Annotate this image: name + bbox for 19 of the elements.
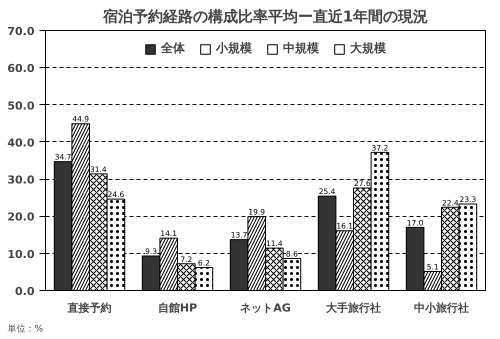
x-tick-label: 自館HP (158, 302, 198, 314)
y-tick-label: 50.0 (7, 99, 35, 112)
x-tick-label: 直接予約 (66, 302, 112, 314)
legend-label: 大規模 (350, 40, 386, 57)
text: 単位：% (8, 324, 44, 334)
y-tick-label: 60.0 (7, 62, 35, 76)
legend-label: 中規模 (283, 40, 319, 57)
y-tick-label: 10.0 (7, 248, 35, 261)
y-tick-label: 0.0 (15, 285, 35, 298)
x-tick-label: 中小旅行社 (414, 302, 469, 314)
y-tick-label: 20.0 (7, 210, 35, 224)
chart-title: 宿泊予約経路の構成比率平均ー直近1年間の現況 (102, 8, 428, 26)
legend-label: 全体 (161, 40, 185, 57)
x-tick-label: 大手旅行社 (326, 302, 381, 314)
y-tick-label: 30.0 (7, 174, 35, 187)
x-tick-label: ネットAG (240, 302, 291, 314)
legend-label: 小規模 (216, 40, 252, 57)
y-tick-label: 40.0 (7, 136, 35, 150)
y-tick-label: 70.0 (7, 25, 35, 38)
